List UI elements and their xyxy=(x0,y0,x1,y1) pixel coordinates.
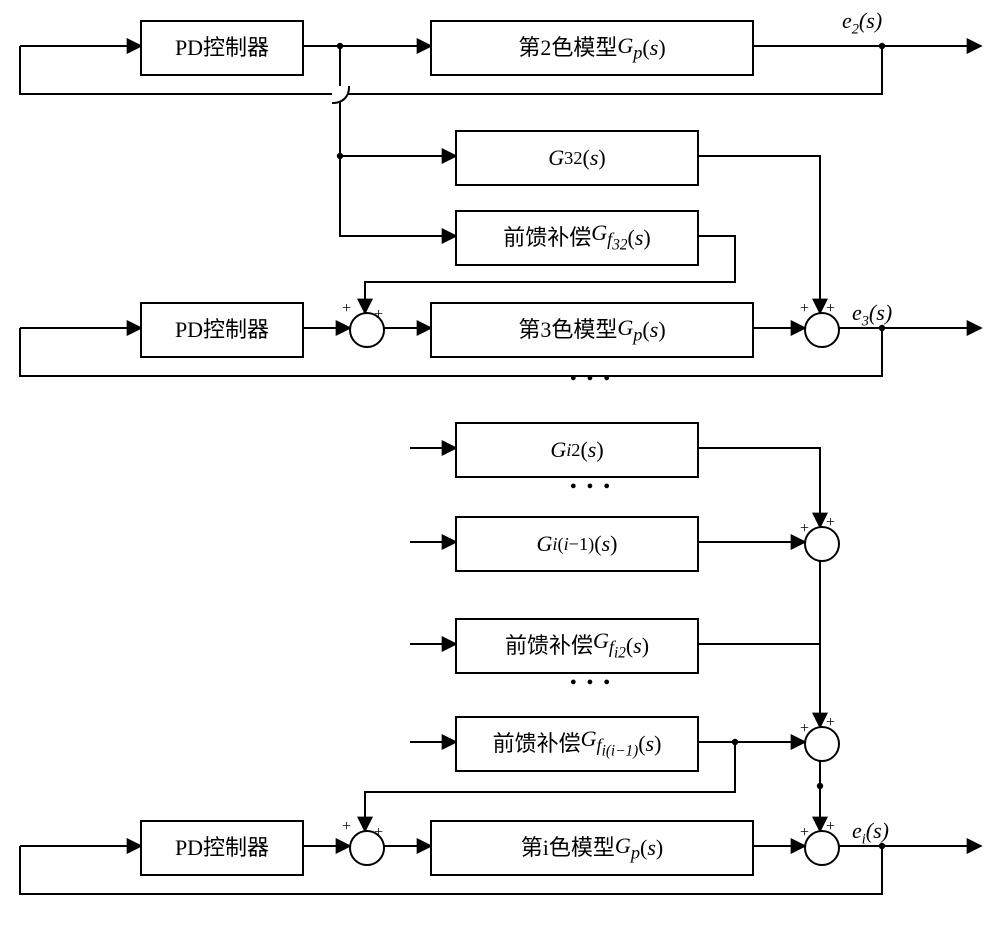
block-pd3: PD控制器 xyxy=(140,820,304,876)
block-diagram: { "layout": {"w":1000,"h":943,"stroke":"… xyxy=(0,0,1000,943)
block-ffii: 前馈补偿Gfi(i−1)(s) xyxy=(455,716,699,772)
plus-mark: + xyxy=(800,824,809,842)
block-gii: Gi(i−1)(s) xyxy=(455,516,699,572)
plus-mark: + xyxy=(826,514,835,532)
plus-mark: + xyxy=(800,720,809,738)
block-pd1: PD控制器 xyxy=(140,20,304,76)
ellipsis: ●●● xyxy=(555,676,635,688)
output-e2: e2(s) xyxy=(842,8,882,38)
block-modeli: 第i色模型Gp(s) xyxy=(430,820,754,876)
plus-mark: + xyxy=(826,818,835,836)
plus-mark: + xyxy=(800,520,809,538)
output-ei: ei(s) xyxy=(852,818,889,848)
plus-mark: + xyxy=(826,300,835,318)
output-e3: e3(s) xyxy=(852,300,892,330)
line-hop xyxy=(332,86,350,104)
block-model2: 第2色模型Gp(s) xyxy=(430,20,754,76)
block-g32: G32(s) xyxy=(455,130,699,186)
block-ff32: 前馈补偿Gf32(s) xyxy=(455,210,699,266)
block-model3: 第3色模型Gp(s) xyxy=(430,302,754,358)
block-pd2: PD控制器 xyxy=(140,302,304,358)
block-ffi2: 前馈补偿Gfi2(s) xyxy=(455,618,699,674)
plus-mark: + xyxy=(374,306,383,324)
plus-mark: + xyxy=(342,818,351,836)
ellipsis: ●●● xyxy=(555,372,635,384)
plus-mark: + xyxy=(826,714,835,732)
ellipsis: ●●● xyxy=(555,480,635,492)
plus-mark: + xyxy=(800,300,809,318)
plus-mark: + xyxy=(342,300,351,318)
plus-mark: + xyxy=(374,824,383,842)
block-gi2: Gi2(s) xyxy=(455,422,699,478)
